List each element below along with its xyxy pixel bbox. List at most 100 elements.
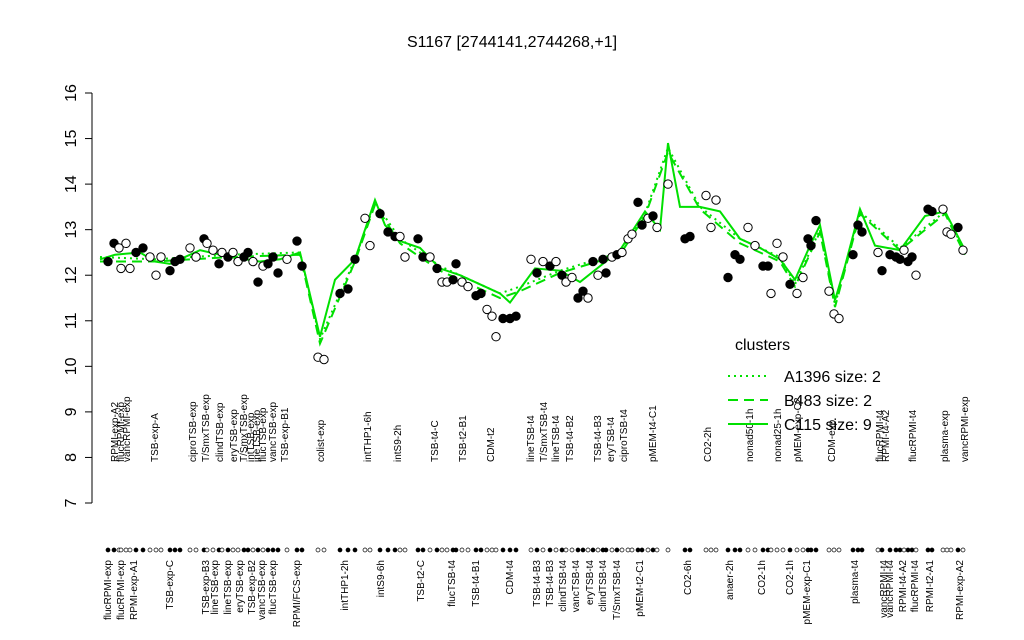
top-label: TSB-exp-B1 <box>280 407 291 462</box>
point <box>253 277 263 287</box>
rug-point <box>127 547 133 553</box>
bottom-label: TSB-exp-C <box>165 560 176 609</box>
bottom-label: anaer-2h <box>725 560 736 600</box>
point <box>652 222 662 233</box>
top-label: flucRPMI-exp <box>116 402 127 462</box>
rug-point <box>635 547 641 553</box>
top-label: nonad50-1h <box>745 409 756 462</box>
top-label: nonad25-1h <box>773 409 784 462</box>
y-tick-label: 12 <box>63 266 80 284</box>
rug-point <box>118 547 124 553</box>
point <box>778 252 788 262</box>
rug-point <box>204 547 210 553</box>
point <box>383 227 393 237</box>
point <box>907 252 917 262</box>
top-label: vancRPMI-exp <box>960 396 971 462</box>
bottom-label: flucRPMI-exp <box>116 560 127 620</box>
rug-point <box>813 547 819 553</box>
top-label: TSB-exp-A <box>150 413 161 462</box>
point <box>273 268 283 278</box>
point <box>766 288 776 299</box>
point <box>487 311 497 321</box>
rug-point <box>385 547 391 553</box>
rug-point <box>944 547 950 553</box>
top-label: lineTSB-t4 <box>551 415 562 462</box>
top-label: pMEM-exp-C2 <box>793 397 804 462</box>
bottom-label: vancRPMI-t4 <box>879 560 890 618</box>
top-label: TSB-t2-B1 <box>458 415 469 462</box>
point <box>121 238 131 249</box>
rug-point <box>639 547 645 553</box>
bottom-label: eryTSB-t4 <box>585 560 596 605</box>
point <box>145 252 155 262</box>
point <box>637 220 647 230</box>
rug-point <box>507 547 513 553</box>
bottom-label: plasma-t4 <box>850 560 861 604</box>
bottom-label: vancTSB-exp <box>257 560 268 620</box>
rug-point <box>140 547 146 553</box>
y-tick-label: 8 <box>63 453 80 462</box>
rug-point <box>172 547 178 553</box>
rug-point <box>619 547 625 553</box>
point <box>263 259 273 269</box>
rug-point <box>879 547 885 553</box>
top-label: TSB-t4-C <box>430 420 441 462</box>
point <box>953 222 963 233</box>
rug-point <box>493 547 499 553</box>
point <box>617 247 627 258</box>
rug-point <box>241 547 247 553</box>
point <box>350 254 360 264</box>
y-tick-label: 13 <box>63 221 80 239</box>
point <box>463 281 473 292</box>
rug-point <box>901 547 907 553</box>
rug-point <box>484 547 490 553</box>
bottom-label: eryTSB-exp <box>235 560 246 613</box>
rug-point <box>299 547 305 553</box>
point <box>526 254 536 264</box>
point <box>165 265 175 276</box>
legend-label: C115 size: 9 <box>784 417 872 434</box>
top-label: TSB-t4-B2 <box>565 415 576 462</box>
point <box>927 206 937 217</box>
rug-point <box>187 547 193 553</box>
rug-point <box>595 547 601 553</box>
bottom-label: TSB-t4-B3 <box>532 560 543 607</box>
point <box>360 213 370 223</box>
point <box>811 215 821 226</box>
rug-point <box>352 547 358 553</box>
legend-label: A1396 size: 2 <box>784 369 881 386</box>
rug-point <box>563 547 569 553</box>
bottom-label: TSB-exp-B2 <box>247 560 258 615</box>
rug-point <box>590 547 596 553</box>
point <box>663 179 673 189</box>
point <box>125 263 135 274</box>
point <box>743 222 753 233</box>
point <box>627 229 637 239</box>
top-label: CDM-exp <box>827 419 838 462</box>
point <box>282 254 292 264</box>
top-label: flucRPMI-t4 <box>875 409 886 462</box>
rug-point <box>210 547 216 553</box>
top-label: colist-exp <box>316 419 327 462</box>
point <box>834 313 844 324</box>
rug-point <box>402 547 408 553</box>
rug-point <box>682 547 688 553</box>
bottom-label: flucRPMI-t4 <box>910 560 921 613</box>
rug-point <box>489 547 495 553</box>
rug-point <box>887 547 893 553</box>
point <box>873 247 883 258</box>
rug-point <box>808 547 814 553</box>
rug-point <box>960 547 966 553</box>
point <box>268 252 278 262</box>
point <box>877 265 887 276</box>
top-label: flucRPMI-t4 <box>908 409 919 462</box>
rug-point <box>559 547 565 553</box>
rug-point <box>167 547 173 553</box>
rug-point <box>147 547 153 553</box>
rug-point <box>540 547 546 553</box>
rug-point <box>513 547 519 553</box>
rug-point <box>575 547 581 553</box>
point <box>131 247 141 258</box>
rug-point <box>439 547 445 553</box>
point <box>857 227 867 237</box>
